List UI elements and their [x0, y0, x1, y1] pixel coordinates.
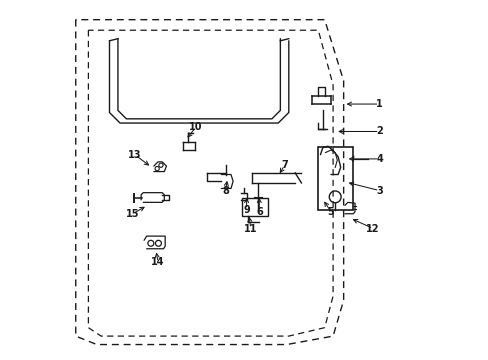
- Text: 4: 4: [375, 154, 382, 164]
- Text: 5: 5: [327, 207, 334, 217]
- Text: 2: 2: [375, 126, 382, 136]
- Text: 14: 14: [151, 257, 164, 267]
- Text: 7: 7: [281, 160, 287, 170]
- Text: 8: 8: [222, 185, 228, 195]
- Text: 1: 1: [375, 99, 382, 109]
- Text: 13: 13: [128, 150, 141, 160]
- Text: 9: 9: [243, 204, 249, 215]
- Bar: [318, 147, 352, 210]
- Text: 10: 10: [189, 122, 203, 132]
- Text: 3: 3: [375, 185, 382, 195]
- Text: 6: 6: [255, 207, 262, 217]
- Text: 11: 11: [244, 224, 257, 234]
- Text: 12: 12: [366, 224, 379, 234]
- Text: 15: 15: [126, 209, 139, 219]
- Bar: [242, 198, 267, 216]
